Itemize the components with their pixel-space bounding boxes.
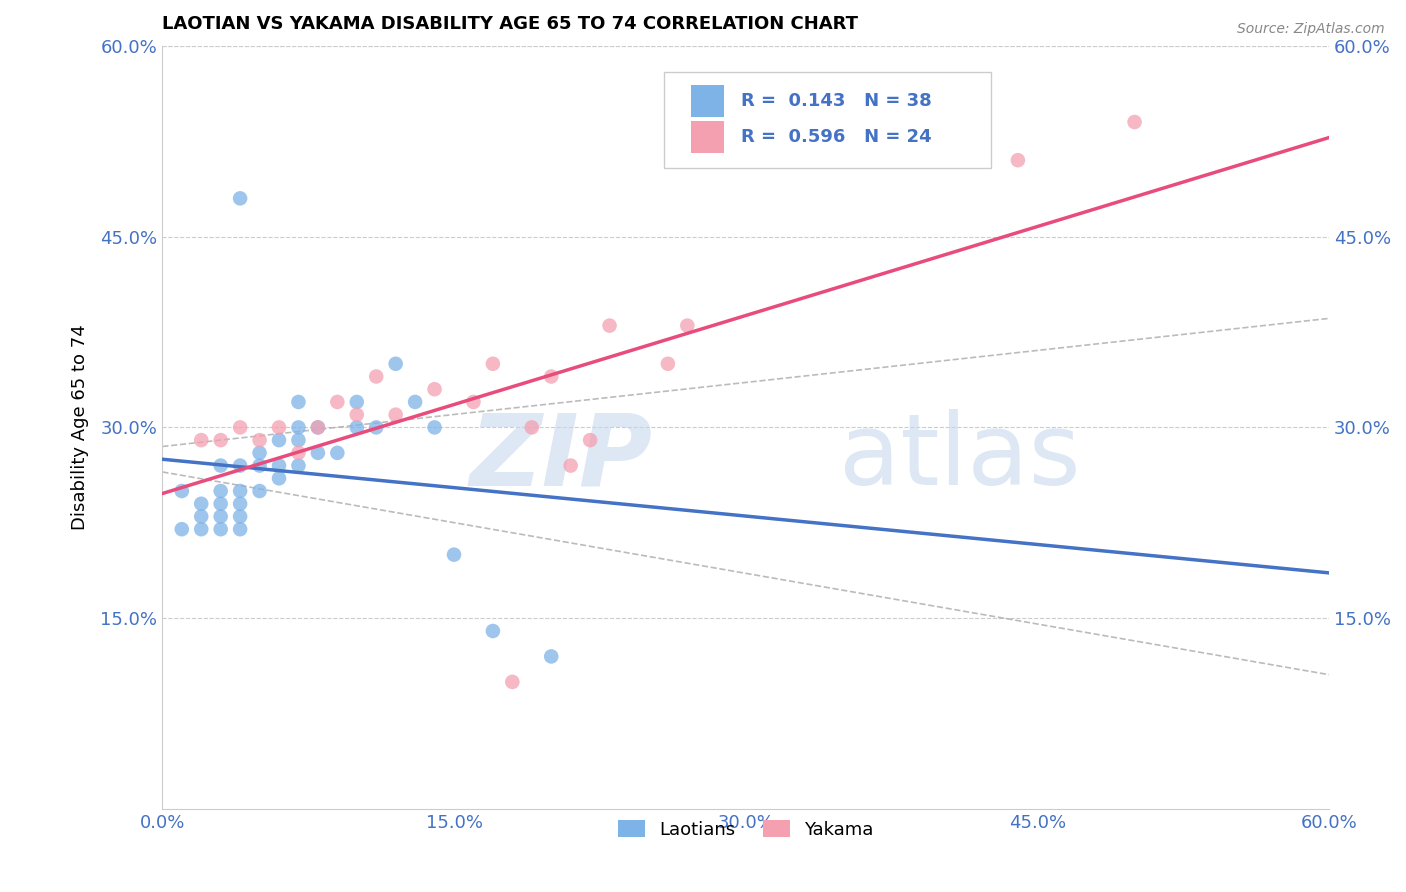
Point [307, 420, 329, 434]
Point [209, 522, 232, 536]
Point [229, 497, 252, 511]
Point [366, 369, 388, 384]
Point [267, 458, 290, 473]
Point [209, 458, 232, 473]
Point [190, 509, 212, 524]
Point [482, 624, 505, 638]
Point [463, 395, 485, 409]
Text: Source: ZipAtlas.com: Source: ZipAtlas.com [1237, 22, 1385, 37]
Point [346, 420, 368, 434]
Point [404, 395, 426, 409]
Text: ZIP: ZIP [470, 409, 652, 507]
Point [229, 191, 252, 205]
Point [540, 649, 562, 664]
Point [267, 433, 290, 447]
Point [384, 357, 406, 371]
Point [190, 497, 212, 511]
Point [229, 458, 252, 473]
Point [229, 420, 252, 434]
Legend: Laotians, Yakama: Laotians, Yakama [610, 814, 880, 846]
Point [560, 458, 582, 473]
Point [190, 522, 212, 536]
Point [229, 483, 252, 498]
Point [599, 318, 621, 333]
Point [326, 446, 349, 460]
Point [1007, 153, 1029, 168]
Point [287, 395, 309, 409]
Point [579, 433, 602, 447]
Point [1123, 115, 1146, 129]
Point [657, 357, 679, 371]
Point [540, 369, 562, 384]
Point [520, 420, 543, 434]
Point [287, 420, 309, 434]
Point [384, 408, 406, 422]
Point [229, 522, 252, 536]
Point [190, 433, 212, 447]
Point [443, 548, 465, 562]
Point [346, 408, 368, 422]
Point [209, 509, 232, 524]
Y-axis label: Disability Age 65 to 74: Disability Age 65 to 74 [72, 325, 89, 530]
Point [423, 382, 446, 396]
Point [170, 483, 193, 498]
Point [209, 497, 232, 511]
Point [267, 420, 290, 434]
Point [287, 458, 309, 473]
Point [346, 395, 368, 409]
Point [249, 458, 271, 473]
Point [482, 357, 505, 371]
FancyBboxPatch shape [690, 121, 724, 153]
Point [249, 446, 271, 460]
Point [209, 433, 232, 447]
Point [676, 318, 699, 333]
Point [249, 433, 271, 447]
Text: atlas: atlas [839, 409, 1081, 507]
Point [229, 509, 252, 524]
Point [423, 420, 446, 434]
Point [366, 420, 388, 434]
Point [287, 446, 309, 460]
Point [209, 483, 232, 498]
Text: LAOTIAN VS YAKAMA DISABILITY AGE 65 TO 74 CORRELATION CHART: LAOTIAN VS YAKAMA DISABILITY AGE 65 TO 7… [162, 15, 858, 33]
FancyBboxPatch shape [664, 72, 991, 168]
Point [170, 522, 193, 536]
Point [501, 674, 523, 689]
Point [287, 433, 309, 447]
Text: R =  0.596   N = 24: R = 0.596 N = 24 [741, 128, 932, 146]
Point [307, 420, 329, 434]
Point [307, 446, 329, 460]
Point [326, 395, 349, 409]
Text: R =  0.143   N = 38: R = 0.143 N = 38 [741, 92, 932, 110]
FancyBboxPatch shape [690, 85, 724, 117]
Point [267, 471, 290, 485]
Point [249, 483, 271, 498]
